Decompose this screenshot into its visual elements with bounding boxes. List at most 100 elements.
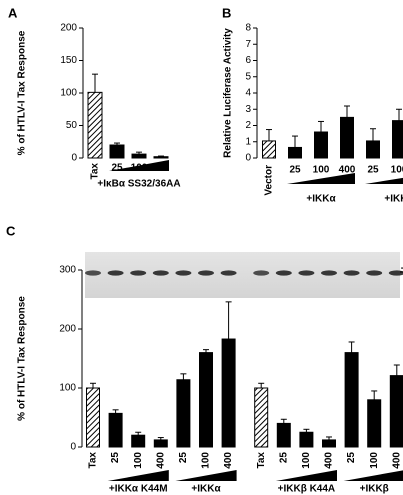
bar xyxy=(389,375,403,448)
x-tick-label: 400 xyxy=(324,452,335,469)
bar xyxy=(344,352,359,448)
x-tick-label: 25 xyxy=(178,452,189,464)
y-tick-label: 300 xyxy=(59,265,76,276)
blot-band xyxy=(107,270,124,276)
x-tick-label: 400 xyxy=(339,165,356,176)
panel-letter: A xyxy=(8,5,18,20)
bar xyxy=(87,91,103,159)
panel-letter: C xyxy=(6,223,16,238)
bar xyxy=(131,153,147,159)
group-label: +IKKα xyxy=(191,484,221,495)
dose-wedge xyxy=(287,173,355,184)
x-tick-label: 25 xyxy=(111,163,123,174)
y-axis-label: Relative Luciferase Activity xyxy=(223,28,234,158)
dose-wedge xyxy=(175,470,237,481)
group-label: +IKKβ xyxy=(384,194,403,205)
y-tick-label: 200 xyxy=(60,23,77,34)
blot-band xyxy=(366,270,383,276)
bar xyxy=(262,140,276,159)
blot-band xyxy=(130,270,147,276)
x-tick-label: 100 xyxy=(313,165,330,176)
dose-wedge xyxy=(109,160,169,171)
bar xyxy=(366,140,380,159)
y-tick-label: 0 xyxy=(70,442,76,453)
x-tick-label: 400 xyxy=(223,452,234,469)
bar xyxy=(299,431,314,448)
bar xyxy=(221,338,236,448)
x-tick-label: 25 xyxy=(110,452,121,464)
group-label: +IκBα SS32/36AA xyxy=(97,179,180,190)
bar xyxy=(276,422,291,448)
x-tick-label: Tax xyxy=(88,452,99,469)
bar xyxy=(288,146,302,159)
y-axis-label: % of HTLV-I Tax Response xyxy=(17,30,28,155)
blot-band xyxy=(198,270,214,276)
y-tick-label: 8 xyxy=(245,23,251,34)
blot-band xyxy=(298,270,315,276)
x-tick-label: Vector xyxy=(264,165,275,196)
bar xyxy=(109,144,125,159)
bar xyxy=(153,156,169,159)
x-tick-label: 100 xyxy=(391,165,403,176)
blot-band xyxy=(275,270,292,276)
y-tick-label: 7 xyxy=(245,39,251,50)
x-tick-label: 100 xyxy=(369,452,380,469)
blot-band xyxy=(343,270,360,276)
x-tick-label: 25 xyxy=(367,165,379,176)
x-tick-label: 25 xyxy=(289,165,301,176)
y-tick-label: 2 xyxy=(245,120,251,131)
x-tick-label: 100 xyxy=(201,452,212,469)
bar xyxy=(108,412,123,448)
bar xyxy=(314,131,328,159)
y-tick-label: 50 xyxy=(66,120,78,131)
group-label: +IKKβ xyxy=(360,484,389,495)
bar xyxy=(392,120,403,159)
bar xyxy=(254,387,269,448)
blot-band xyxy=(175,270,192,276)
bar xyxy=(367,399,382,448)
y-tick-label: 3 xyxy=(245,104,251,115)
blot-band xyxy=(321,270,337,276)
x-tick-label: 400 xyxy=(155,452,166,469)
y-tick-label: 6 xyxy=(245,55,251,66)
y-tick-label: 5 xyxy=(245,71,251,82)
blot-band xyxy=(85,270,101,276)
blot-label: Tax xyxy=(401,267,403,278)
group-label: +IKKβ K44A xyxy=(278,484,336,495)
x-tick-label: 25 xyxy=(346,452,357,464)
bar xyxy=(131,434,146,448)
blot-band xyxy=(388,270,403,276)
bar xyxy=(86,387,100,448)
x-tick-label: Tax xyxy=(90,163,101,180)
bar xyxy=(199,352,213,448)
y-tick-label: 4 xyxy=(245,88,251,99)
bar xyxy=(153,439,168,448)
x-tick-label: 100 xyxy=(301,452,312,469)
y-tick-label: 200 xyxy=(59,324,76,335)
y-tick-label: 0 xyxy=(245,153,251,164)
dose-wedge xyxy=(343,470,403,481)
bar xyxy=(340,116,354,159)
blot-band xyxy=(220,270,237,276)
dose-wedge xyxy=(107,470,169,481)
blot-band xyxy=(253,270,270,276)
x-tick-label: Tax xyxy=(256,452,267,469)
y-tick-label: 150 xyxy=(60,55,77,66)
y-tick-label: 100 xyxy=(59,383,76,394)
panel-letter: B xyxy=(222,5,231,20)
group-label: +IKKα xyxy=(306,194,336,205)
y-tick-label: 1 xyxy=(245,136,251,147)
dose-wedge xyxy=(365,177,403,184)
dose-wedge xyxy=(275,470,337,481)
x-tick-label: 100 xyxy=(133,452,144,469)
y-tick-label: 100 xyxy=(60,88,77,99)
bar xyxy=(176,379,191,448)
bar xyxy=(322,439,336,448)
y-tick-label: 0 xyxy=(71,153,77,164)
x-tick-label: 400 xyxy=(391,452,402,469)
group-label: +IKKα K44M xyxy=(109,484,168,495)
x-tick-label: 25 xyxy=(278,452,289,464)
blot-band xyxy=(152,270,169,276)
